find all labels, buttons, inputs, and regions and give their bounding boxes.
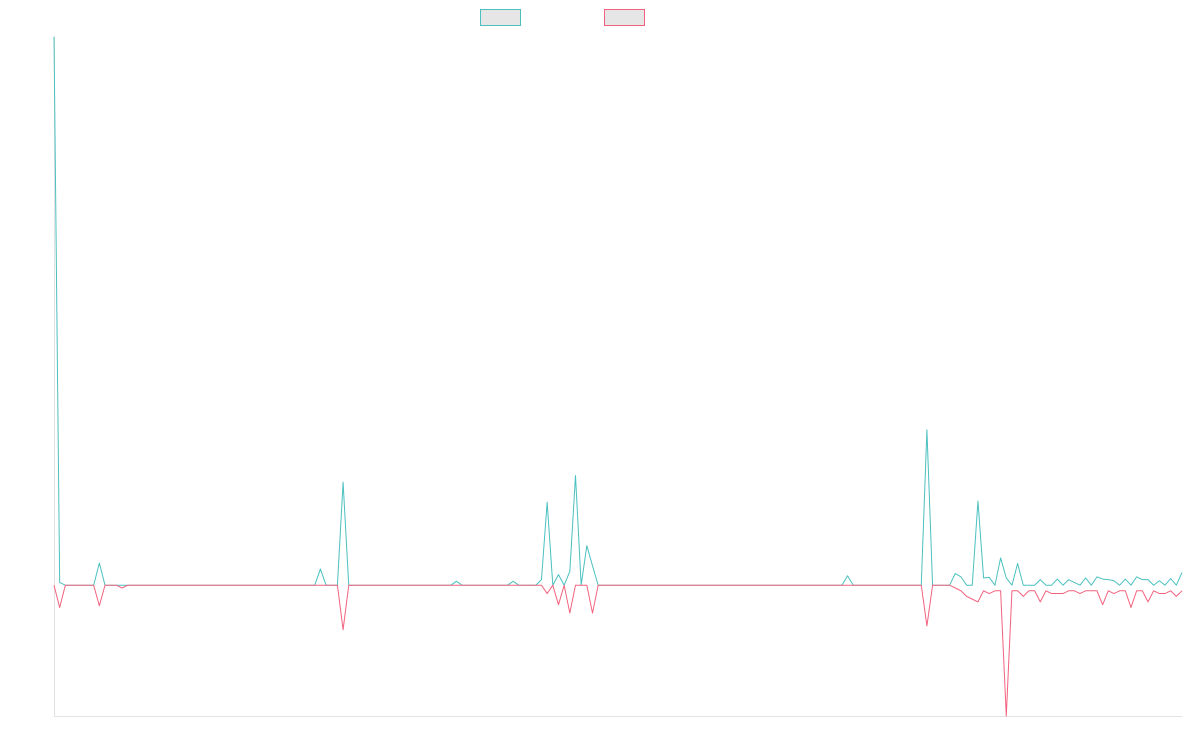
series-line-1 <box>53 36 1183 586</box>
series-layer <box>53 36 1183 717</box>
series-line-2 <box>53 584 1183 717</box>
legend-swatch-series-2[interactable] <box>604 9 645 26</box>
legend <box>480 9 645 26</box>
legend-swatch-series-1[interactable] <box>480 9 521 26</box>
